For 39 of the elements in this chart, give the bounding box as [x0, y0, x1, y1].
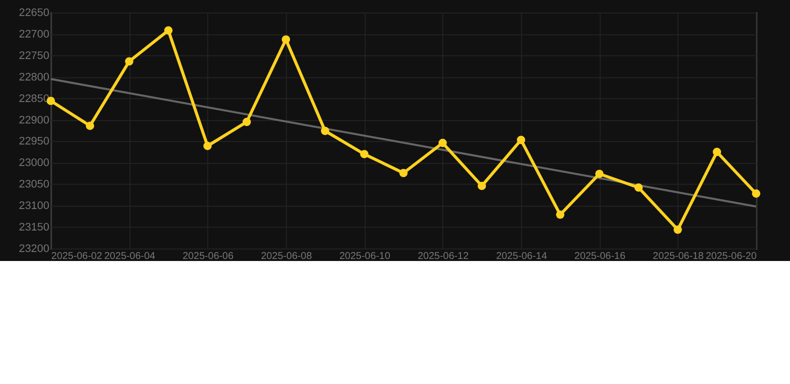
point	[674, 226, 682, 234]
x-tick-label: 2025-06-02	[51, 251, 103, 262]
y-tick-label: 23100	[18, 200, 50, 212]
y-tick-label: 22800	[18, 71, 50, 84]
x-tick-label: 2025-06-14	[496, 251, 548, 262]
x-tick-label: 2025-06-10	[339, 251, 391, 262]
x-tick-label: 2025-06-16	[574, 251, 626, 262]
point	[478, 182, 486, 190]
y-tick-label: 23050	[18, 178, 50, 191]
y-tick-label: 22650	[18, 6, 50, 19]
point	[203, 142, 212, 150]
point	[164, 26, 173, 35]
point	[752, 189, 760, 198]
x-tick-label: 2025-06-12	[418, 251, 470, 262]
x-tick-label: 2025-06-04	[104, 251, 156, 262]
point	[712, 148, 722, 156]
y-tick-label: 22950	[18, 136, 50, 148]
y-tick-label: 23200	[18, 243, 50, 256]
point	[634, 183, 643, 192]
point	[556, 210, 564, 219]
point	[595, 170, 604, 178]
x-tick-label: 2025-06-08	[260, 251, 312, 262]
y-tick-label: 23150	[18, 222, 50, 234]
point	[320, 126, 330, 136]
point	[516, 136, 526, 144]
point	[242, 118, 251, 126]
x-tick-label: 2025-06-18	[652, 251, 704, 262]
point	[399, 168, 408, 178]
point	[360, 150, 368, 158]
x-tick-label: 2025-06-06	[182, 251, 234, 262]
point	[86, 122, 94, 130]
y-tick-label: 22900	[18, 114, 50, 126]
x-tick-label: 2025-06-20	[706, 251, 758, 262]
y-tick-label: 22750	[18, 50, 50, 62]
point	[438, 138, 447, 148]
y-tick-label: 23000	[18, 157, 50, 170]
y-tick-label: 22700	[18, 28, 50, 40]
point	[282, 35, 290, 44]
point	[125, 57, 134, 66]
